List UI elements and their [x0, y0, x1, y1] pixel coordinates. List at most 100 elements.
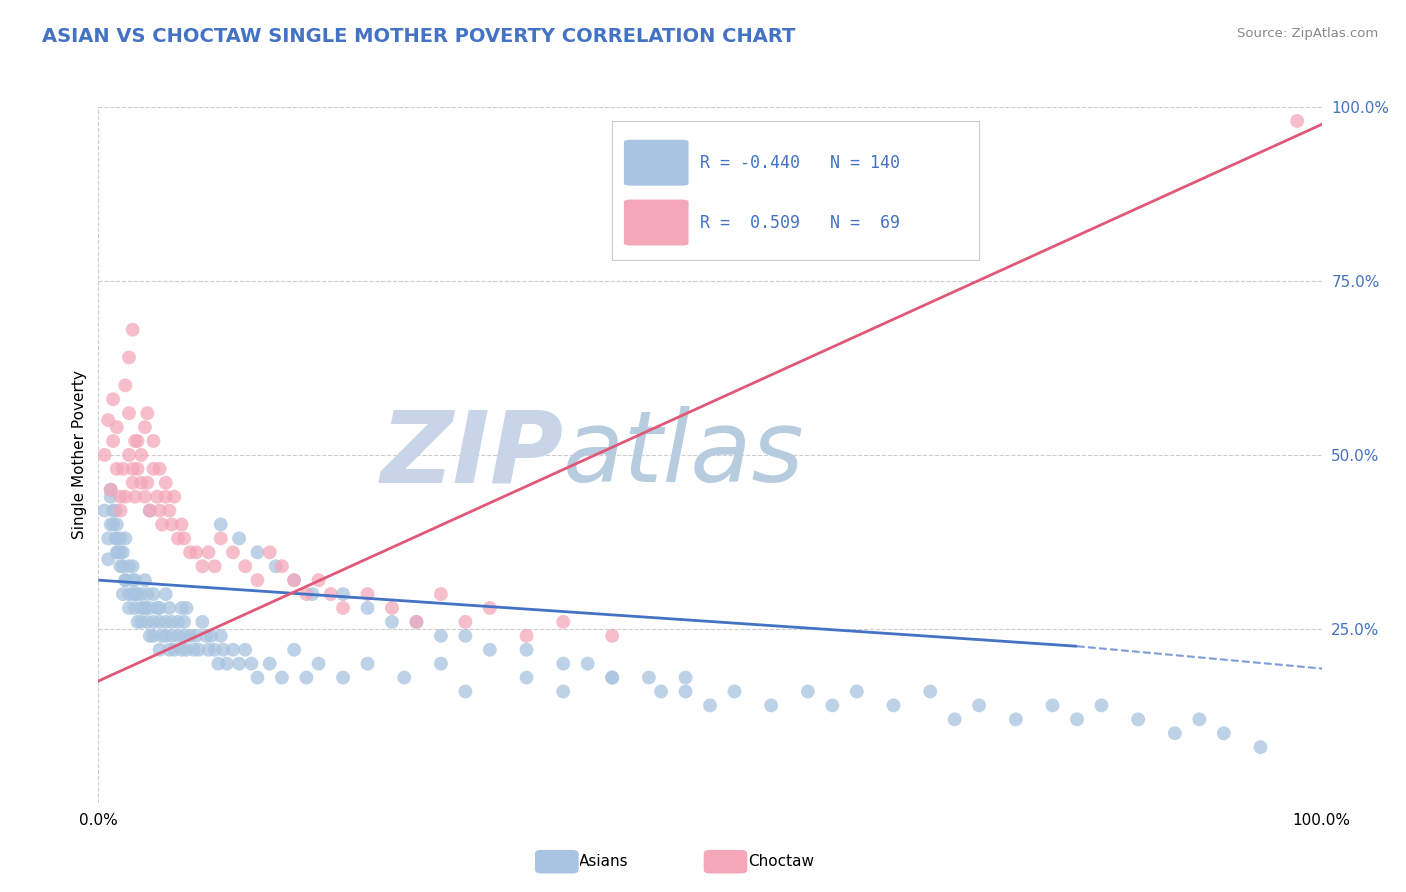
Point — [920, 684, 942, 698]
Point — [170, 517, 193, 532]
Point — [97, 413, 120, 427]
Point — [215, 657, 238, 671]
Point — [118, 587, 141, 601]
Point — [381, 615, 404, 629]
Point — [233, 642, 256, 657]
Point — [127, 434, 149, 448]
Point — [186, 545, 208, 559]
Point — [209, 532, 232, 546]
Point — [124, 490, 146, 504]
Point — [209, 629, 232, 643]
Point — [319, 587, 342, 601]
Point — [100, 490, 122, 504]
Point — [157, 601, 180, 615]
Point — [142, 629, 165, 643]
Point — [157, 503, 180, 517]
Point — [430, 587, 453, 601]
Point — [332, 587, 354, 601]
Point — [170, 601, 193, 615]
Point — [553, 657, 575, 671]
Point — [104, 532, 127, 546]
Point — [142, 587, 165, 601]
Point — [430, 657, 453, 671]
Point — [283, 573, 305, 587]
Point — [129, 448, 152, 462]
Point — [797, 684, 820, 698]
Point — [246, 573, 269, 587]
Point — [212, 642, 235, 657]
Point — [118, 406, 141, 420]
Point — [160, 517, 183, 532]
Point — [118, 601, 141, 615]
Point — [111, 545, 134, 559]
Point — [259, 657, 281, 671]
Point — [149, 503, 172, 517]
Text: atlas: atlas — [564, 407, 804, 503]
Point — [160, 629, 183, 643]
Point — [270, 559, 294, 574]
Point — [1128, 712, 1150, 726]
Point — [308, 573, 330, 587]
Point — [124, 601, 146, 615]
Point — [1212, 726, 1234, 740]
Point — [93, 503, 115, 517]
Point — [638, 671, 661, 685]
Point — [197, 545, 219, 559]
Point — [136, 406, 159, 420]
Point — [121, 573, 143, 587]
Point — [1090, 698, 1112, 713]
Point — [111, 559, 134, 574]
Point — [173, 532, 195, 546]
Point — [167, 532, 190, 546]
Point — [118, 351, 141, 365]
Point — [142, 615, 165, 629]
Point — [134, 490, 156, 504]
Point — [191, 615, 214, 629]
Point — [100, 517, 122, 532]
Point — [233, 559, 256, 574]
Point — [222, 545, 245, 559]
Point — [129, 587, 152, 601]
Point — [150, 629, 173, 643]
Point — [187, 642, 209, 657]
Point — [301, 587, 323, 601]
Point — [105, 462, 128, 476]
Point — [515, 671, 537, 685]
Point — [121, 475, 143, 490]
Text: Asians: Asians — [579, 855, 628, 869]
Point — [93, 448, 115, 462]
Text: ASIAN VS CHOCTAW SINGLE MOTHER POVERTY CORRELATION CHART: ASIAN VS CHOCTAW SINGLE MOTHER POVERTY C… — [42, 27, 796, 45]
Point — [761, 698, 783, 713]
Point — [114, 573, 136, 587]
Point — [150, 517, 173, 532]
Point — [136, 475, 159, 490]
Point — [105, 545, 128, 559]
Point — [553, 684, 575, 698]
Point — [155, 475, 177, 490]
Point — [121, 323, 143, 337]
Point — [1286, 114, 1309, 128]
Point — [1066, 712, 1088, 726]
Point — [101, 517, 124, 532]
Point — [600, 671, 623, 685]
Point — [114, 490, 136, 504]
Point — [179, 545, 201, 559]
Point — [209, 517, 232, 532]
Point — [110, 503, 132, 517]
Point — [1004, 712, 1026, 726]
Point — [259, 545, 281, 559]
Point — [97, 552, 120, 566]
Point — [1042, 698, 1064, 713]
Point — [170, 642, 193, 657]
Point — [100, 483, 122, 497]
Text: Choctaw: Choctaw — [748, 855, 814, 869]
Point — [114, 378, 136, 392]
Point — [114, 532, 136, 546]
Point — [1249, 740, 1271, 755]
Point — [356, 657, 378, 671]
Point — [200, 629, 222, 643]
Point — [146, 490, 169, 504]
Point — [356, 601, 378, 615]
Point — [104, 503, 127, 517]
Point — [845, 684, 868, 698]
